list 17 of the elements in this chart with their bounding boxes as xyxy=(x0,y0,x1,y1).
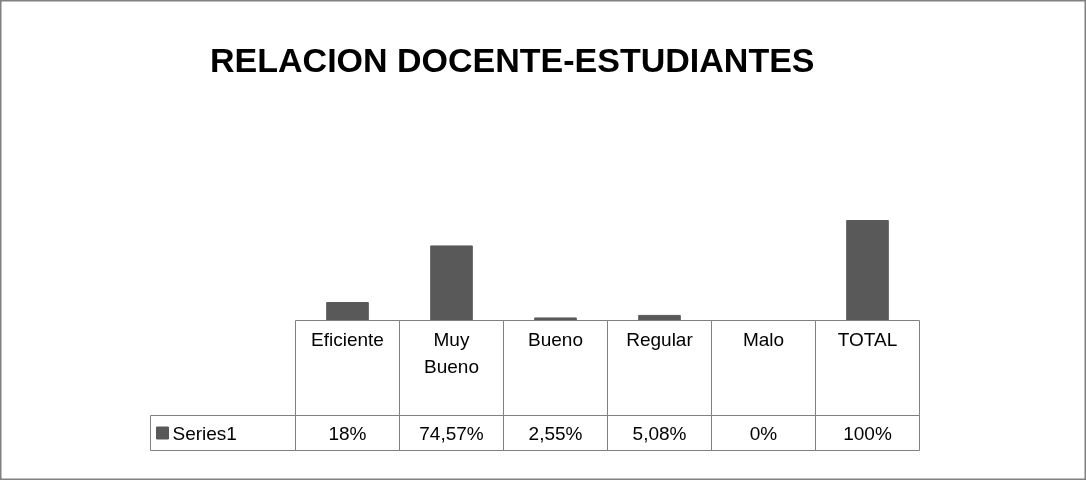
x-tick-label: Regular xyxy=(626,328,694,350)
x-tick-label: TOTAL xyxy=(837,328,898,350)
data-label: 74,57% xyxy=(419,422,484,444)
x-tick-label: Bueno xyxy=(528,328,583,350)
data-label: 0% xyxy=(749,422,778,444)
data-label: 5,08% xyxy=(632,422,687,444)
x-tick-label: Malo xyxy=(742,328,785,350)
bar xyxy=(326,302,369,321)
bar xyxy=(430,245,473,321)
bar xyxy=(846,220,889,321)
data-label: 18% xyxy=(328,422,367,444)
data-label: 2,55% xyxy=(528,422,583,444)
x-tick-label: Eficiente xyxy=(311,328,384,350)
legend-label: Series1 xyxy=(172,422,237,444)
data-label: 100% xyxy=(843,422,892,444)
x-tick-label: Muy Bueno xyxy=(424,328,479,377)
chart-title: RELACION DOCENTE-ESTUDIANTES xyxy=(210,40,815,79)
